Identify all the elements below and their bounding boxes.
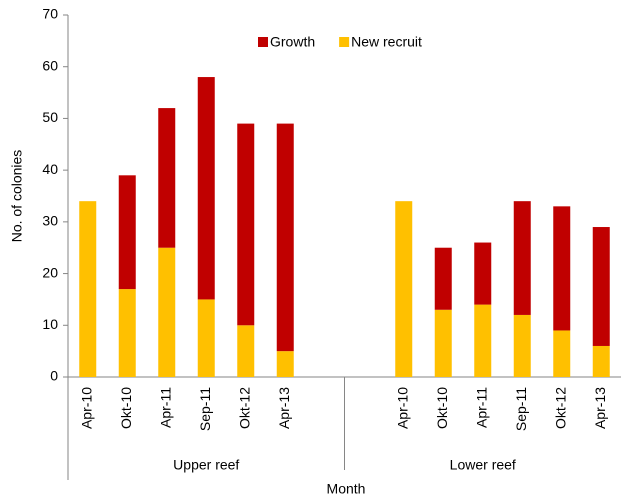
bar-segment [237,325,255,377]
x-tick-label: Sep-11 [197,387,213,431]
bar-segment [197,299,215,377]
x-tick-label: Sep-11 [513,387,529,431]
bar-segment [553,330,571,377]
bar-segment [592,227,610,346]
y-tick-label: 40 [42,161,58,177]
bar-segment [237,123,255,326]
group-label: Upper reef [173,457,239,473]
bar-segment [276,123,294,352]
bar-segment [592,345,610,377]
x-axis-title: Month [327,481,366,497]
legend-label: Growth [270,34,315,50]
x-tick-label: Okt-12 [552,387,568,429]
bar-segment [474,242,492,305]
bar-segment [513,201,531,315]
bar-segment [118,289,136,377]
bar-segment [513,314,531,377]
bar-segment [158,108,176,248]
x-tick-label: Okt-10 [434,387,450,429]
y-tick-label: 10 [42,316,58,332]
x-tick-label: Apr-11 [157,387,173,428]
bar-segment [474,304,492,377]
legend-label: New recruit [351,34,422,50]
y-tick-label: 0 [50,368,58,384]
bar-segment [434,247,452,310]
x-tick-label: Apr-13 [592,387,608,429]
bar-segment [395,201,413,377]
x-tick-label: Apr-13 [276,387,292,429]
y-tick-label: 50 [42,109,58,125]
bar-segment [158,247,176,377]
y-axis-title: No. of colonies [9,150,25,243]
x-tick-label: Apr-10 [394,387,410,429]
legend-swatch [339,37,350,47]
y-tick-label: 30 [42,213,58,229]
x-tick-label: Okt-12 [236,387,252,429]
x-tick-label: Apr-11 [473,387,489,428]
x-tick-label: Apr-10 [78,387,94,429]
legend-swatch [258,37,268,47]
bar-segment [118,175,136,290]
x-tick-label: Okt-10 [118,387,134,429]
bar-segment [79,201,97,377]
y-tick-label: 20 [42,264,58,280]
bar-segment [276,351,294,377]
y-tick-label: 70 [42,6,58,22]
bar-segment [197,77,215,300]
group-label: Lower reef [450,457,516,473]
y-tick-label: 60 [42,57,58,73]
bar-segment [553,206,571,331]
bar-segment [434,309,452,377]
